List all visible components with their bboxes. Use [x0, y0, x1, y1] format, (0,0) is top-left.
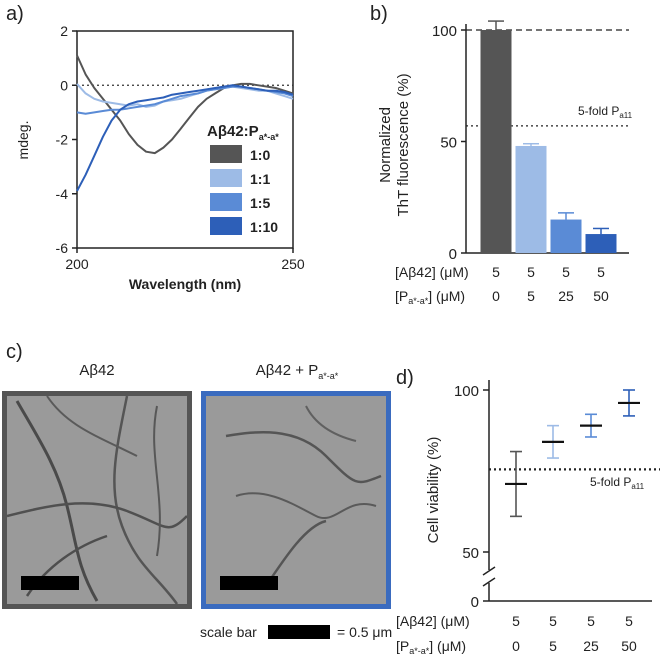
panel-d-peptide-value: 0 — [512, 638, 520, 654]
panel-a-y-tick-label: -4 — [56, 186, 69, 202]
panel-d-points — [505, 389, 640, 518]
panel-a-legend-swatch — [210, 217, 242, 235]
panel-a-legend-title: Aβ42:Pa*-a* — [207, 123, 279, 142]
panel-a-legend-label: 1:10 — [250, 219, 278, 235]
panel-c-letter: c) — [6, 341, 23, 363]
panel-b-row2-label: [Pa*-a*] (μM) — [395, 288, 465, 306]
panel-c-title-right: Aβ42 + Pa*-a* — [256, 362, 339, 381]
panel-a-y-tick-label: 2 — [60, 23, 68, 39]
panel-d-y-tick-label: 50 — [462, 545, 479, 562]
panel-d-abeta-values: 5 5 5 5 — [512, 613, 633, 629]
panel-b-abeta-value: 5 — [562, 264, 570, 280]
scale-bar-left — [21, 576, 79, 590]
panel-b-abeta-value: 5 — [597, 264, 605, 280]
panel-d-peptide-value: 50 — [621, 638, 637, 654]
panel-d-y-tick-label: 0 — [471, 594, 479, 611]
panel-a-letter: a) — [6, 3, 24, 25]
micrograph-abeta42 — [2, 391, 192, 609]
panel-d-peptide-value: 25 — [583, 638, 599, 654]
panel-b-peptide-value: 5 — [527, 288, 535, 304]
panel-b-annotation: 5-fold Pa11 — [578, 104, 633, 120]
panel-d-axis-break-mark — [482, 566, 496, 576]
panel-a-legend-swatch — [210, 193, 242, 211]
panel-b-bars — [480, 20, 617, 253]
panel-b-letter: b) — [370, 3, 388, 25]
panel-a-legend-swatch — [210, 169, 242, 187]
panel-c-title-left: Aβ42 — [79, 362, 114, 379]
panel-b-y-label-line1: Normalized — [377, 107, 394, 183]
panel-b-bar-3 — [550, 219, 582, 253]
panel-c: c) Aβ42 Aβ42 + Pa*-a* scale bar = 0.5 μm — [6, 341, 392, 640]
panel-b-y-tick-label: 100 — [432, 23, 457, 40]
panel-d-y-axis-label: Cell viability (%) — [425, 437, 442, 544]
scale-bar-value: = 0.5 μm — [337, 624, 392, 640]
panel-a-series-line-1 — [76, 54, 294, 155]
panel-a-x-tick-label: 250 — [281, 256, 305, 272]
panel-a-legend-label: 1:5 — [250, 195, 270, 211]
panel-b-peptide-values: 0 5 25 50 — [492, 288, 609, 304]
panel-d-abeta-value: 5 — [512, 613, 520, 629]
scale-bar-label: scale bar — [200, 624, 257, 640]
panel-a-x-axis-label: Wavelength (nm) — [129, 276, 241, 292]
panel-b-y-tick-label: 0 — [449, 246, 457, 263]
panel-b-abeta-value: 5 — [527, 264, 535, 280]
panel-a-y-tick-label: -6 — [56, 240, 69, 256]
fibril-texture-left — [7, 396, 187, 604]
fibril-texture-right — [225, 405, 382, 587]
panel-d-letter: d) — [396, 367, 414, 389]
panel-a-series-line-2 — [76, 83, 294, 108]
panel-d-annotation: 5-fold Pa11 — [590, 475, 645, 491]
panel-b-peptide-value: 25 — [558, 288, 574, 304]
scale-bar-legend-swatch — [268, 625, 330, 639]
panel-b-peptide-value: 0 — [492, 288, 500, 304]
panel-b-bar-4 — [585, 234, 617, 253]
panel-b-y-label-line2: ThT fluorescence (%) — [395, 73, 412, 216]
panel-d-peptide-values: 0 5 25 50 — [512, 638, 637, 654]
panel-a-y-tick-label: 0 — [60, 77, 68, 93]
panel-b-peptide-value: 50 — [593, 288, 609, 304]
panel-b-reference-lines — [466, 29, 629, 127]
panel-d-abeta-value: 5 — [625, 613, 633, 629]
scale-bar-right — [220, 576, 278, 590]
panel-a-y-axis-label: mdeg. — [15, 121, 31, 160]
panel-a-x-tick-label: 200 — [65, 256, 89, 272]
panel-d-abeta-value: 5 — [587, 613, 595, 629]
panel-a-legend-swatch — [210, 145, 242, 163]
panel-b-y-tick-label: 50 — [440, 135, 457, 152]
panel-b-abeta-values: 5 5 5 5 — [492, 264, 605, 280]
panel-a-legend-label: 1:1 — [250, 171, 270, 187]
micrograph-abeta42-with-peptide — [201, 391, 391, 609]
panel-d-y-tick-label: 100 — [454, 383, 479, 400]
panel-b-row1-label: [Aβ42] (μM) — [395, 264, 469, 280]
panel-d-peptide-value: 5 — [549, 638, 557, 654]
panel-a-series — [76, 54, 294, 192]
panel-b-bar-2 — [515, 145, 547, 253]
panel-a-y-ticks: 2 0 -2 -4 -6 — [56, 23, 77, 256]
panel-b-abeta-value: 5 — [492, 264, 500, 280]
panel-d-axis-break-mark — [482, 577, 496, 587]
panel-d-y-ticks: 0 50 100 — [454, 383, 489, 611]
panel-a-legend-label: 1:0 — [250, 147, 270, 163]
panel-b-y-ticks: 0 50 100 — [432, 23, 466, 263]
panel-a-x-ticks: 200 250 — [65, 248, 305, 272]
panel-d-row1-label: [Aβ42] (μM) — [396, 613, 470, 629]
panel-a-series-line-4 — [76, 84, 294, 192]
panel-d-row2-label: [Pa*-a*] (μM) — [396, 638, 466, 656]
panel-a: a) 2 0 -2 -4 -6 200 250 mdeg. Wavelength (nm)… — [6, 3, 305, 292]
panel-a-legend: 1:0 1:1 1:5 1:10 — [210, 145, 278, 235]
panel-b-bar-1 — [480, 30, 512, 253]
panel-a-y-tick-label: -2 — [56, 132, 69, 148]
panel-d-abeta-value: 5 — [549, 613, 557, 629]
